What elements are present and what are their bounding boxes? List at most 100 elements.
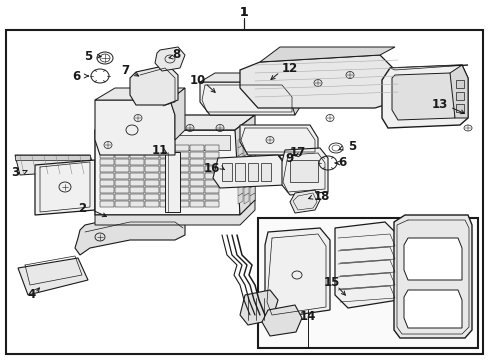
Polygon shape bbox=[95, 88, 184, 100]
Bar bbox=[145, 152, 159, 158]
Text: 9: 9 bbox=[285, 152, 293, 165]
Bar bbox=[130, 145, 143, 151]
Polygon shape bbox=[381, 65, 467, 128]
Polygon shape bbox=[200, 82, 294, 115]
Bar bbox=[100, 145, 114, 151]
Text: 2: 2 bbox=[78, 202, 86, 215]
Text: 16: 16 bbox=[203, 162, 220, 175]
Bar bbox=[100, 166, 114, 172]
Bar bbox=[204, 194, 219, 200]
Polygon shape bbox=[393, 215, 471, 338]
Bar bbox=[160, 187, 174, 193]
Bar bbox=[190, 173, 203, 179]
Bar bbox=[130, 180, 143, 186]
Bar bbox=[115, 187, 129, 193]
Polygon shape bbox=[170, 88, 184, 140]
Text: 5: 5 bbox=[84, 49, 92, 63]
Bar bbox=[190, 152, 203, 158]
Polygon shape bbox=[95, 130, 240, 215]
Bar bbox=[175, 201, 189, 207]
Bar bbox=[115, 194, 129, 200]
Polygon shape bbox=[334, 222, 397, 308]
Bar bbox=[190, 194, 203, 200]
Bar bbox=[160, 194, 174, 200]
Text: 1: 1 bbox=[239, 5, 248, 18]
Text: 18: 18 bbox=[313, 189, 329, 202]
Polygon shape bbox=[238, 193, 243, 204]
Polygon shape bbox=[155, 47, 184, 71]
Polygon shape bbox=[240, 290, 278, 325]
Text: 14: 14 bbox=[299, 310, 316, 324]
Bar bbox=[190, 187, 203, 193]
Bar bbox=[100, 201, 114, 207]
Polygon shape bbox=[389, 65, 467, 70]
Bar bbox=[130, 194, 143, 200]
Text: 4: 4 bbox=[28, 288, 36, 302]
Polygon shape bbox=[75, 215, 184, 255]
Bar bbox=[100, 159, 114, 165]
Bar bbox=[160, 159, 174, 165]
Polygon shape bbox=[391, 73, 454, 120]
Polygon shape bbox=[95, 115, 254, 130]
Bar bbox=[130, 201, 143, 207]
Polygon shape bbox=[238, 185, 243, 196]
Bar bbox=[175, 145, 189, 151]
Bar bbox=[160, 201, 174, 207]
Text: 6: 6 bbox=[72, 69, 80, 82]
Bar bbox=[261, 163, 270, 181]
Bar bbox=[160, 166, 174, 172]
Polygon shape bbox=[249, 193, 254, 204]
Polygon shape bbox=[249, 169, 254, 180]
Bar bbox=[160, 180, 174, 186]
Polygon shape bbox=[249, 185, 254, 196]
Bar bbox=[247, 163, 258, 181]
Polygon shape bbox=[244, 137, 248, 148]
Text: 17: 17 bbox=[289, 145, 305, 158]
Bar bbox=[190, 201, 203, 207]
Bar bbox=[130, 166, 143, 172]
Bar bbox=[145, 166, 159, 172]
Bar bbox=[100, 194, 114, 200]
Polygon shape bbox=[403, 290, 461, 328]
Bar bbox=[204, 152, 219, 158]
Polygon shape bbox=[249, 153, 254, 164]
Text: 8: 8 bbox=[171, 49, 180, 62]
Bar bbox=[175, 194, 189, 200]
Bar bbox=[115, 145, 129, 151]
Text: 11: 11 bbox=[152, 144, 168, 157]
Bar bbox=[204, 166, 219, 172]
Text: 3: 3 bbox=[11, 166, 19, 179]
Bar bbox=[204, 145, 219, 151]
Polygon shape bbox=[238, 177, 243, 188]
Polygon shape bbox=[289, 190, 319, 213]
Polygon shape bbox=[249, 145, 254, 156]
Polygon shape bbox=[249, 177, 254, 188]
Bar bbox=[145, 173, 159, 179]
Bar bbox=[115, 152, 129, 158]
Polygon shape bbox=[403, 238, 461, 280]
Bar bbox=[130, 173, 143, 179]
Bar bbox=[289, 160, 317, 182]
Bar bbox=[145, 145, 159, 151]
Polygon shape bbox=[95, 200, 254, 225]
Bar bbox=[455, 92, 463, 100]
Bar bbox=[175, 159, 189, 165]
Bar bbox=[145, 187, 159, 193]
Bar bbox=[175, 152, 189, 158]
Polygon shape bbox=[249, 161, 254, 172]
Text: 12: 12 bbox=[281, 62, 298, 75]
Bar bbox=[100, 173, 114, 179]
Text: 6: 6 bbox=[337, 157, 346, 170]
Polygon shape bbox=[262, 305, 302, 336]
Text: 7: 7 bbox=[121, 63, 129, 77]
Bar bbox=[455, 80, 463, 88]
Polygon shape bbox=[240, 125, 317, 155]
Bar bbox=[175, 180, 189, 186]
Text: 13: 13 bbox=[431, 99, 447, 112]
Bar bbox=[455, 104, 463, 112]
Bar bbox=[235, 163, 244, 181]
Polygon shape bbox=[244, 169, 248, 180]
Text: 10: 10 bbox=[189, 73, 206, 86]
Bar bbox=[100, 152, 114, 158]
Bar bbox=[145, 159, 159, 165]
